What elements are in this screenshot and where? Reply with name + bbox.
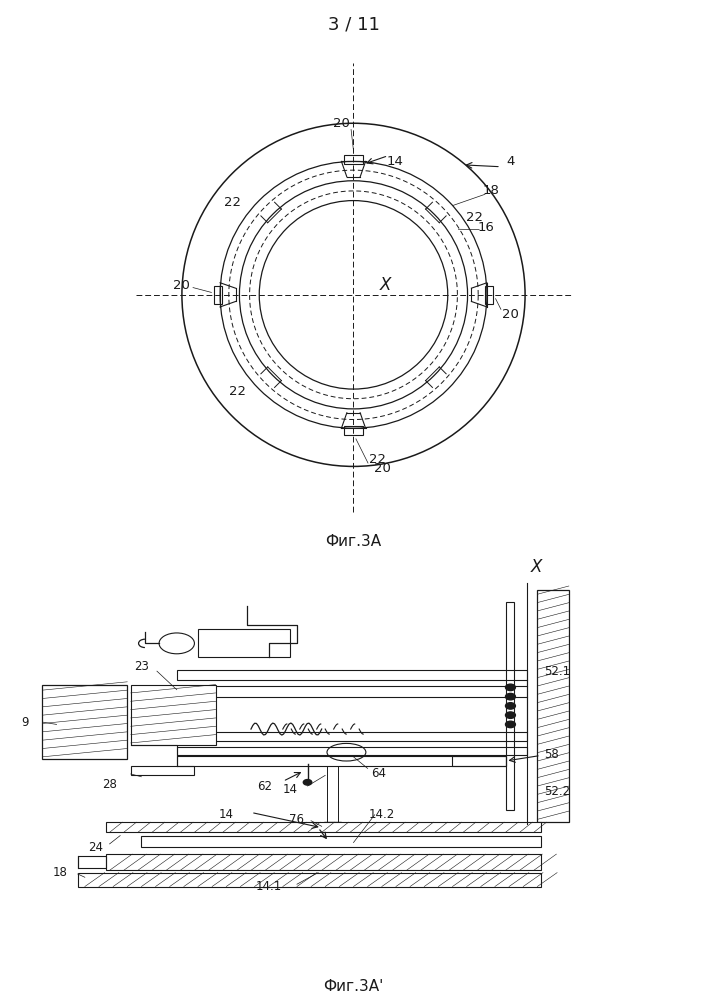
Text: 18: 18 bbox=[483, 184, 500, 197]
Text: 20: 20 bbox=[502, 308, 519, 321]
Bar bbox=[131, 685, 216, 745]
Bar bbox=[141, 836, 541, 847]
Text: 16: 16 bbox=[478, 221, 495, 234]
Text: 20: 20 bbox=[173, 279, 190, 292]
Bar bbox=[106, 822, 541, 832]
Text: 22: 22 bbox=[466, 211, 483, 224]
Text: 18: 18 bbox=[52, 866, 68, 879]
Circle shape bbox=[506, 684, 515, 691]
Text: 14: 14 bbox=[218, 808, 234, 821]
Circle shape bbox=[506, 712, 515, 718]
Text: X: X bbox=[380, 276, 392, 294]
Circle shape bbox=[303, 780, 312, 785]
Text: 28: 28 bbox=[102, 778, 117, 791]
Bar bbox=[42, 685, 127, 759]
Bar bbox=[177, 747, 527, 755]
Text: 14: 14 bbox=[282, 783, 298, 796]
Circle shape bbox=[506, 703, 515, 709]
Circle shape bbox=[506, 721, 515, 728]
Bar bbox=[324, 822, 341, 826]
Bar bbox=[198, 629, 290, 657]
Circle shape bbox=[506, 693, 515, 700]
Text: Фиг.3A: Фиг.3A bbox=[325, 534, 382, 549]
Bar bbox=[106, 854, 541, 870]
Text: 4: 4 bbox=[506, 155, 515, 168]
Text: 22: 22 bbox=[224, 196, 241, 210]
Text: 24: 24 bbox=[88, 841, 103, 854]
Bar bbox=[506, 602, 514, 810]
Bar bbox=[537, 590, 569, 822]
Text: 22: 22 bbox=[229, 385, 246, 398]
Text: 3 / 11: 3 / 11 bbox=[327, 15, 380, 33]
Bar bbox=[78, 873, 541, 887]
Text: 52.2: 52.2 bbox=[544, 785, 571, 798]
Text: 22: 22 bbox=[369, 453, 386, 466]
Text: Фиг.3A': Фиг.3A' bbox=[323, 979, 384, 994]
Text: 23: 23 bbox=[134, 660, 149, 673]
Text: 62: 62 bbox=[257, 780, 273, 793]
Text: 58: 58 bbox=[544, 748, 559, 761]
Text: 20: 20 bbox=[333, 117, 350, 130]
Text: 52.1: 52.1 bbox=[544, 665, 571, 678]
Bar bbox=[177, 732, 527, 741]
Bar bbox=[452, 756, 506, 766]
Text: 14.1: 14.1 bbox=[255, 880, 282, 893]
Text: X: X bbox=[530, 558, 542, 576]
Bar bbox=[177, 670, 527, 680]
Bar bbox=[177, 686, 527, 697]
Text: 9: 9 bbox=[21, 716, 28, 729]
Bar bbox=[131, 766, 194, 775]
Text: 14.2: 14.2 bbox=[368, 808, 395, 821]
Bar bbox=[78, 856, 106, 868]
Text: 14: 14 bbox=[386, 155, 403, 168]
Text: 20: 20 bbox=[374, 462, 391, 475]
Text: 76: 76 bbox=[289, 813, 305, 826]
Bar bbox=[177, 756, 506, 766]
Text: 64: 64 bbox=[370, 767, 386, 780]
